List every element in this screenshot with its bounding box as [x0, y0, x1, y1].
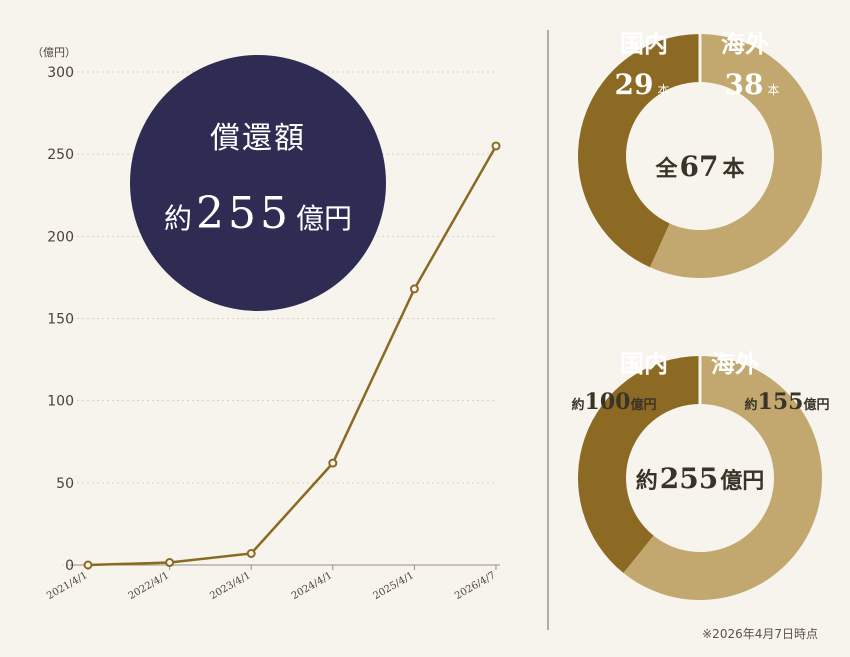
count-overseas-value: 38 本	[725, 68, 780, 101]
count-domestic-number: 29	[615, 68, 654, 101]
count-total-center: 全67 本	[655, 150, 745, 183]
data-point	[165, 558, 175, 568]
x-tick-label: 2026/4/7	[453, 570, 497, 602]
y-tick-label: 50	[56, 476, 74, 492]
amount-domestic-value: 約100億円	[572, 389, 657, 415]
count-overseas-label: 海外	[721, 30, 769, 58]
domestic-segment	[578, 34, 700, 268]
y-tick-label: 300	[47, 65, 74, 81]
count-donut-segments	[578, 33, 823, 279]
badge-value: 255	[196, 188, 292, 239]
amount-overseas-label: 海外	[711, 350, 759, 378]
as-of-footnote: ※2026年4月7日時点	[702, 627, 818, 641]
data-point	[409, 284, 419, 294]
amount-donut-segments	[578, 355, 822, 600]
amount-domestic-unit: 億円	[630, 397, 656, 413]
overseas-segment	[623, 356, 822, 600]
count-domestic-unit: 本	[657, 83, 669, 97]
y-tick-label: 150	[47, 312, 74, 328]
amount-domestic-number: 100	[585, 389, 631, 415]
x-axis-ticks: 2021/4/1 2022/4/1 2023/4/1 2024/4/1 2025/4/1…	[45, 565, 498, 602]
data-point	[328, 458, 338, 468]
amount-domestic-prefix: 約	[572, 397, 585, 413]
redemption-series-line	[87, 145, 498, 567]
count-overseas-unit: 本	[767, 83, 779, 97]
x-tick-label: 2021/4/1	[45, 570, 89, 602]
amount-total-value: 255	[660, 462, 718, 495]
badge-title: 償還額	[210, 121, 306, 156]
y-axis-ticks: 0 50 100 150 200 250 300	[47, 65, 74, 574]
count-total-prefix: 全	[655, 156, 679, 182]
amount-donut-chart: 国内 約100億円 海外 約155億円 約255億円	[572, 350, 830, 600]
redemption-total-badge: 償還額 約255 億円	[130, 55, 386, 311]
amount-total-prefix: 約	[636, 468, 658, 494]
x-tick-label: 2023/4/1	[208, 570, 252, 602]
count-domestic-label: 国内	[620, 30, 668, 58]
badge-amount: 約255 億円	[164, 188, 352, 239]
domestic-segment	[578, 356, 700, 574]
data-point	[83, 560, 93, 570]
y-tick-label: 250	[47, 147, 74, 163]
x-tick-label: 2024/4/1	[290, 570, 334, 602]
badge-circle	[130, 55, 386, 311]
amount-overseas-unit: 億円	[803, 397, 829, 413]
amount-overseas-number: 155	[758, 389, 804, 415]
y-axis-unit-label: （億円）	[32, 46, 76, 59]
data-point	[246, 548, 256, 558]
amount-domestic-label: 国内	[620, 350, 668, 378]
data-point	[491, 141, 501, 151]
overseas-segment	[650, 34, 823, 279]
count-domestic-value: 29 本	[615, 68, 670, 101]
data-points	[83, 141, 501, 570]
y-tick-label: 200	[47, 229, 74, 245]
amount-total-center: 約255億円	[636, 462, 764, 495]
badge-prefix: 約	[164, 202, 192, 235]
amount-overseas-value: 約155億円	[745, 389, 830, 415]
y-tick-label: 100	[47, 394, 74, 410]
x-tick-label: 2022/4/1	[127, 570, 171, 602]
count-total-unit: 本	[722, 157, 744, 182]
badge-unit: 億円	[296, 202, 352, 235]
x-tick-label: 2025/4/1	[371, 570, 415, 602]
y-tick-label: 0	[65, 558, 74, 574]
amount-overseas-prefix: 約	[745, 397, 758, 413]
count-overseas-number: 38	[725, 68, 764, 101]
count-total-value: 67	[680, 150, 719, 183]
amount-total-unit: 億円	[720, 468, 764, 494]
count-donut-chart: 国内 29 本 海外 38 本 全67 本	[578, 30, 823, 279]
